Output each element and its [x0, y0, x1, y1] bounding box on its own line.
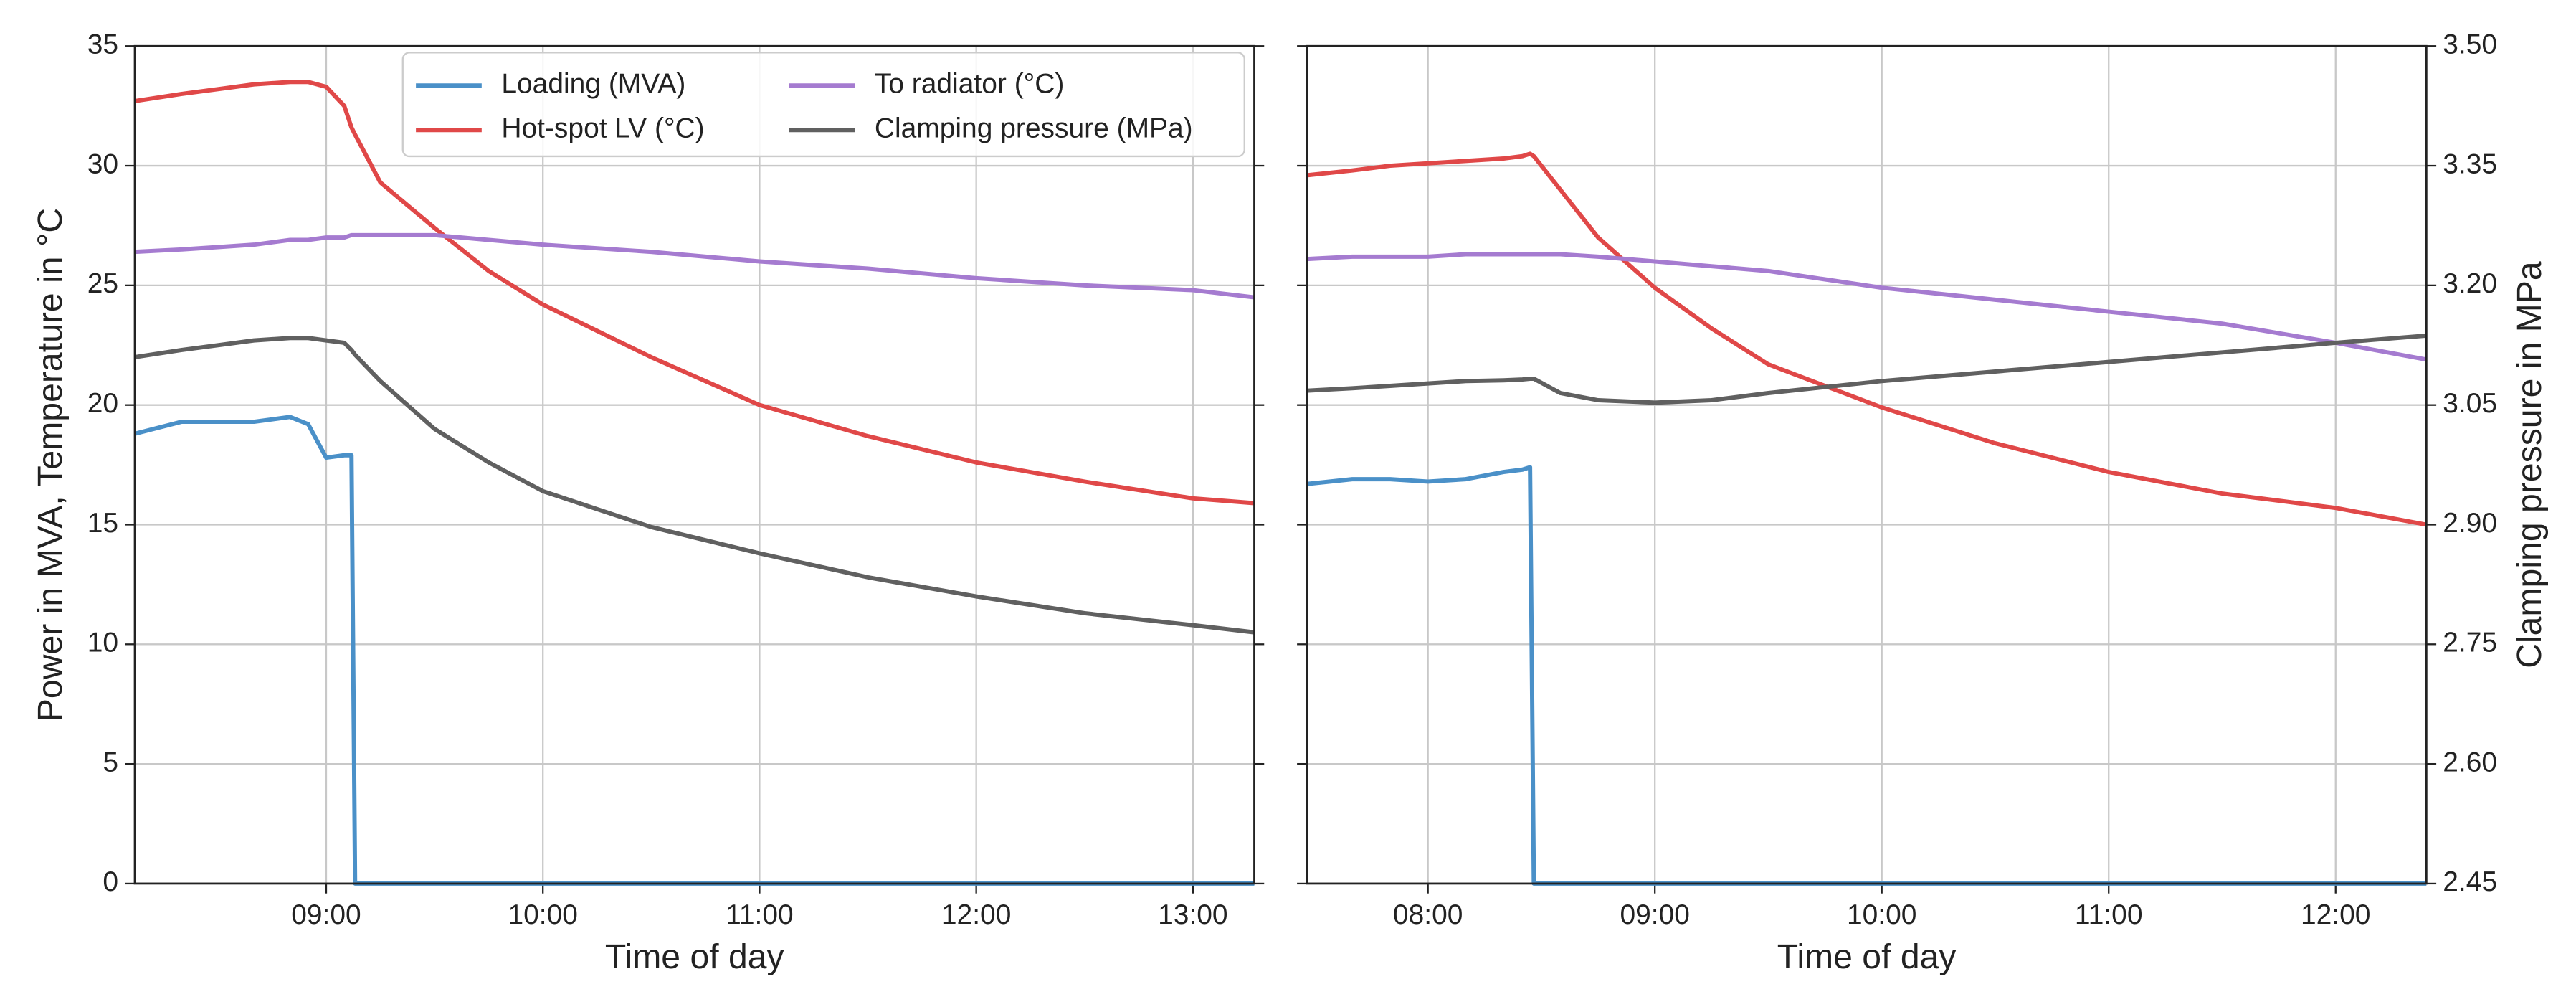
legend-box	[401, 52, 1245, 158]
x-axis-label: Time of day	[1777, 937, 1957, 976]
y2-tick-label: 3.50	[2443, 29, 2497, 60]
y2-tick-label: 2.45	[2443, 866, 2497, 897]
legend-label: Loading (MVA)	[501, 69, 685, 100]
x-tick-label: 10:00	[508, 899, 578, 930]
series-line	[134, 80, 1255, 506]
y-axis-label: Power in MVA, Temperature in °C	[31, 208, 70, 722]
series-line	[134, 232, 1255, 300]
legend-label: Hot-spot LV (°C)	[501, 113, 704, 144]
y-tick-label: 25	[87, 268, 118, 299]
y2-axis-label: Clamping pressure in MPa	[2510, 261, 2549, 668]
series-line	[134, 336, 1255, 635]
x-tick-label: 09:00	[291, 899, 361, 930]
series-line	[1306, 151, 2427, 527]
x-tick-label: 13:00	[1158, 899, 1228, 930]
x-axis-label: Time of day	[605, 937, 784, 976]
x-tick-label: 12:00	[2301, 899, 2371, 930]
y2-tick-label: 2.75	[2443, 628, 2497, 658]
series-line	[134, 415, 1255, 886]
y2-tick-label: 3.05	[2443, 388, 2497, 419]
y-tick-label: 35	[87, 29, 118, 60]
x-tick-label: 08:00	[1393, 899, 1463, 930]
x-tick-label: 11:00	[2075, 899, 2143, 930]
series-line	[1306, 465, 2427, 886]
x-tick-label: 11:00	[726, 899, 794, 930]
x-tick-label: 10:00	[1847, 899, 1917, 930]
series-line	[1306, 333, 2427, 405]
y-tick-label: 10	[87, 628, 118, 658]
x-tick-label: 12:00	[941, 899, 1012, 930]
subplot: 09:00 10:00 11:00 12:00 13:00 0 5 10 15 20 25 30 35 T…	[31, 29, 1265, 976]
y2-tick-label: 2.60	[2443, 747, 2497, 777]
y-tick-label: 5	[103, 747, 118, 777]
legend-label: Clamping pressure (MPa)	[875, 113, 1193, 144]
series-line	[1306, 252, 2427, 362]
plot-frame	[133, 44, 1255, 885]
x-tick-label: 09:00	[1620, 899, 1690, 930]
legend: Loading (MVA) Hot-spot LV (°C) To radiator…	[401, 52, 1245, 158]
y-tick-label: 15	[87, 508, 118, 539]
y-tick-label: 0	[103, 866, 118, 897]
y2-tick-label: 3.20	[2443, 268, 2497, 299]
y2-tick-label: 3.35	[2443, 148, 2497, 179]
y2-tick-label: 2.90	[2443, 508, 2497, 539]
subplot: 08:00 09:00 10:00 11:00 12:00 2.45 2.60 2.75 2.9…	[1297, 29, 2549, 976]
plot-frame	[1306, 44, 2428, 885]
y-tick-label: 20	[87, 388, 118, 419]
y-tick-label: 30	[87, 148, 118, 179]
legend-label: To radiator (°C)	[875, 69, 1065, 100]
